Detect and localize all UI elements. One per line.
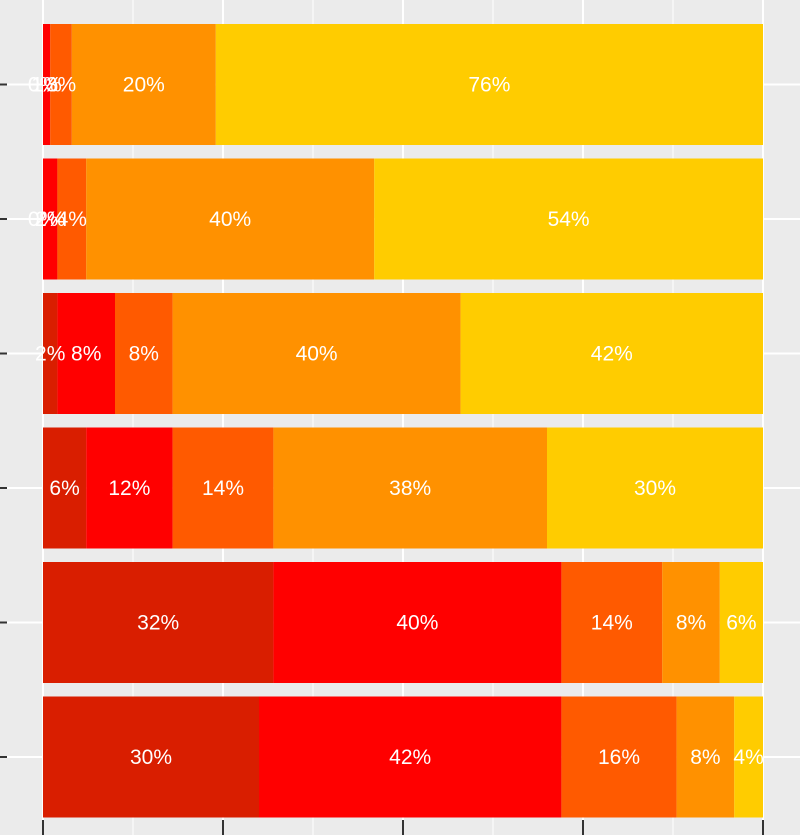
data-labels: 0%1%3% 20% 76%0%2%4% 40% 54%2% 8% 8% 40% 42%6% 12… — [28, 74, 764, 770]
bar-segment — [676, 696, 735, 818]
data-label: 12% — [108, 477, 150, 500]
bar-segment — [43, 24, 51, 145]
data-label: 40% — [396, 612, 438, 635]
data-label: 2% — [35, 208, 65, 231]
bar-segment — [460, 293, 763, 414]
axis-ticks — [0, 83, 764, 835]
bar-segment — [57, 158, 87, 280]
bar-segment — [561, 696, 677, 818]
bar-segment — [561, 562, 663, 683]
data-label: 54% — [548, 208, 590, 231]
bar-segment — [547, 427, 763, 549]
data-label: 4% — [57, 208, 87, 231]
bar-segment — [172, 293, 461, 414]
data-label: 6% — [49, 477, 79, 500]
bars — [43, 24, 764, 818]
data-label: 16% — [598, 746, 640, 769]
bar-segment — [43, 562, 274, 683]
data-label: 8% — [71, 343, 101, 366]
data-label: 32% — [137, 612, 179, 635]
data-label: 42% — [389, 746, 431, 769]
data-label: 30% — [130, 746, 172, 769]
data-label: 0% — [28, 208, 58, 231]
data-label: 76% — [468, 74, 510, 97]
data-label: 40% — [209, 208, 251, 231]
bar-segment — [71, 24, 216, 145]
data-label: 3% — [46, 74, 76, 97]
data-label: 30% — [634, 477, 676, 500]
data-label: 1% — [31, 74, 61, 97]
data-label: 40% — [296, 343, 338, 366]
data-label: 8% — [676, 612, 706, 635]
bar-segment — [719, 562, 763, 683]
bar-segment — [259, 696, 562, 818]
data-label: 0% — [28, 74, 58, 97]
bar-segment — [43, 427, 87, 549]
bar-segment — [172, 427, 274, 549]
data-label: 2% — [35, 343, 65, 366]
data-label: 42% — [591, 343, 633, 366]
data-label: 20% — [123, 74, 165, 97]
bar-segment — [115, 293, 173, 414]
bar-segment — [215, 24, 764, 145]
data-label: 8% — [690, 746, 720, 769]
bar-segment — [50, 24, 72, 145]
data-label: 6% — [726, 612, 756, 635]
bar-segment — [374, 158, 763, 280]
data-label: 8% — [129, 343, 159, 366]
data-label: 4% — [733, 746, 763, 769]
bar-segment — [86, 158, 375, 280]
bar-segment — [43, 696, 259, 818]
bar-segment — [662, 562, 720, 683]
bar-segment — [273, 562, 562, 683]
bar-segment — [734, 696, 763, 818]
bar-segment — [57, 293, 115, 414]
data-label: 38% — [389, 477, 431, 500]
bar-segment — [86, 427, 173, 549]
bar-segment — [43, 158, 58, 280]
bar-segment — [43, 293, 58, 414]
data-label: 14% — [202, 477, 244, 500]
data-label: 14% — [591, 612, 633, 635]
bar-segment — [273, 427, 547, 549]
